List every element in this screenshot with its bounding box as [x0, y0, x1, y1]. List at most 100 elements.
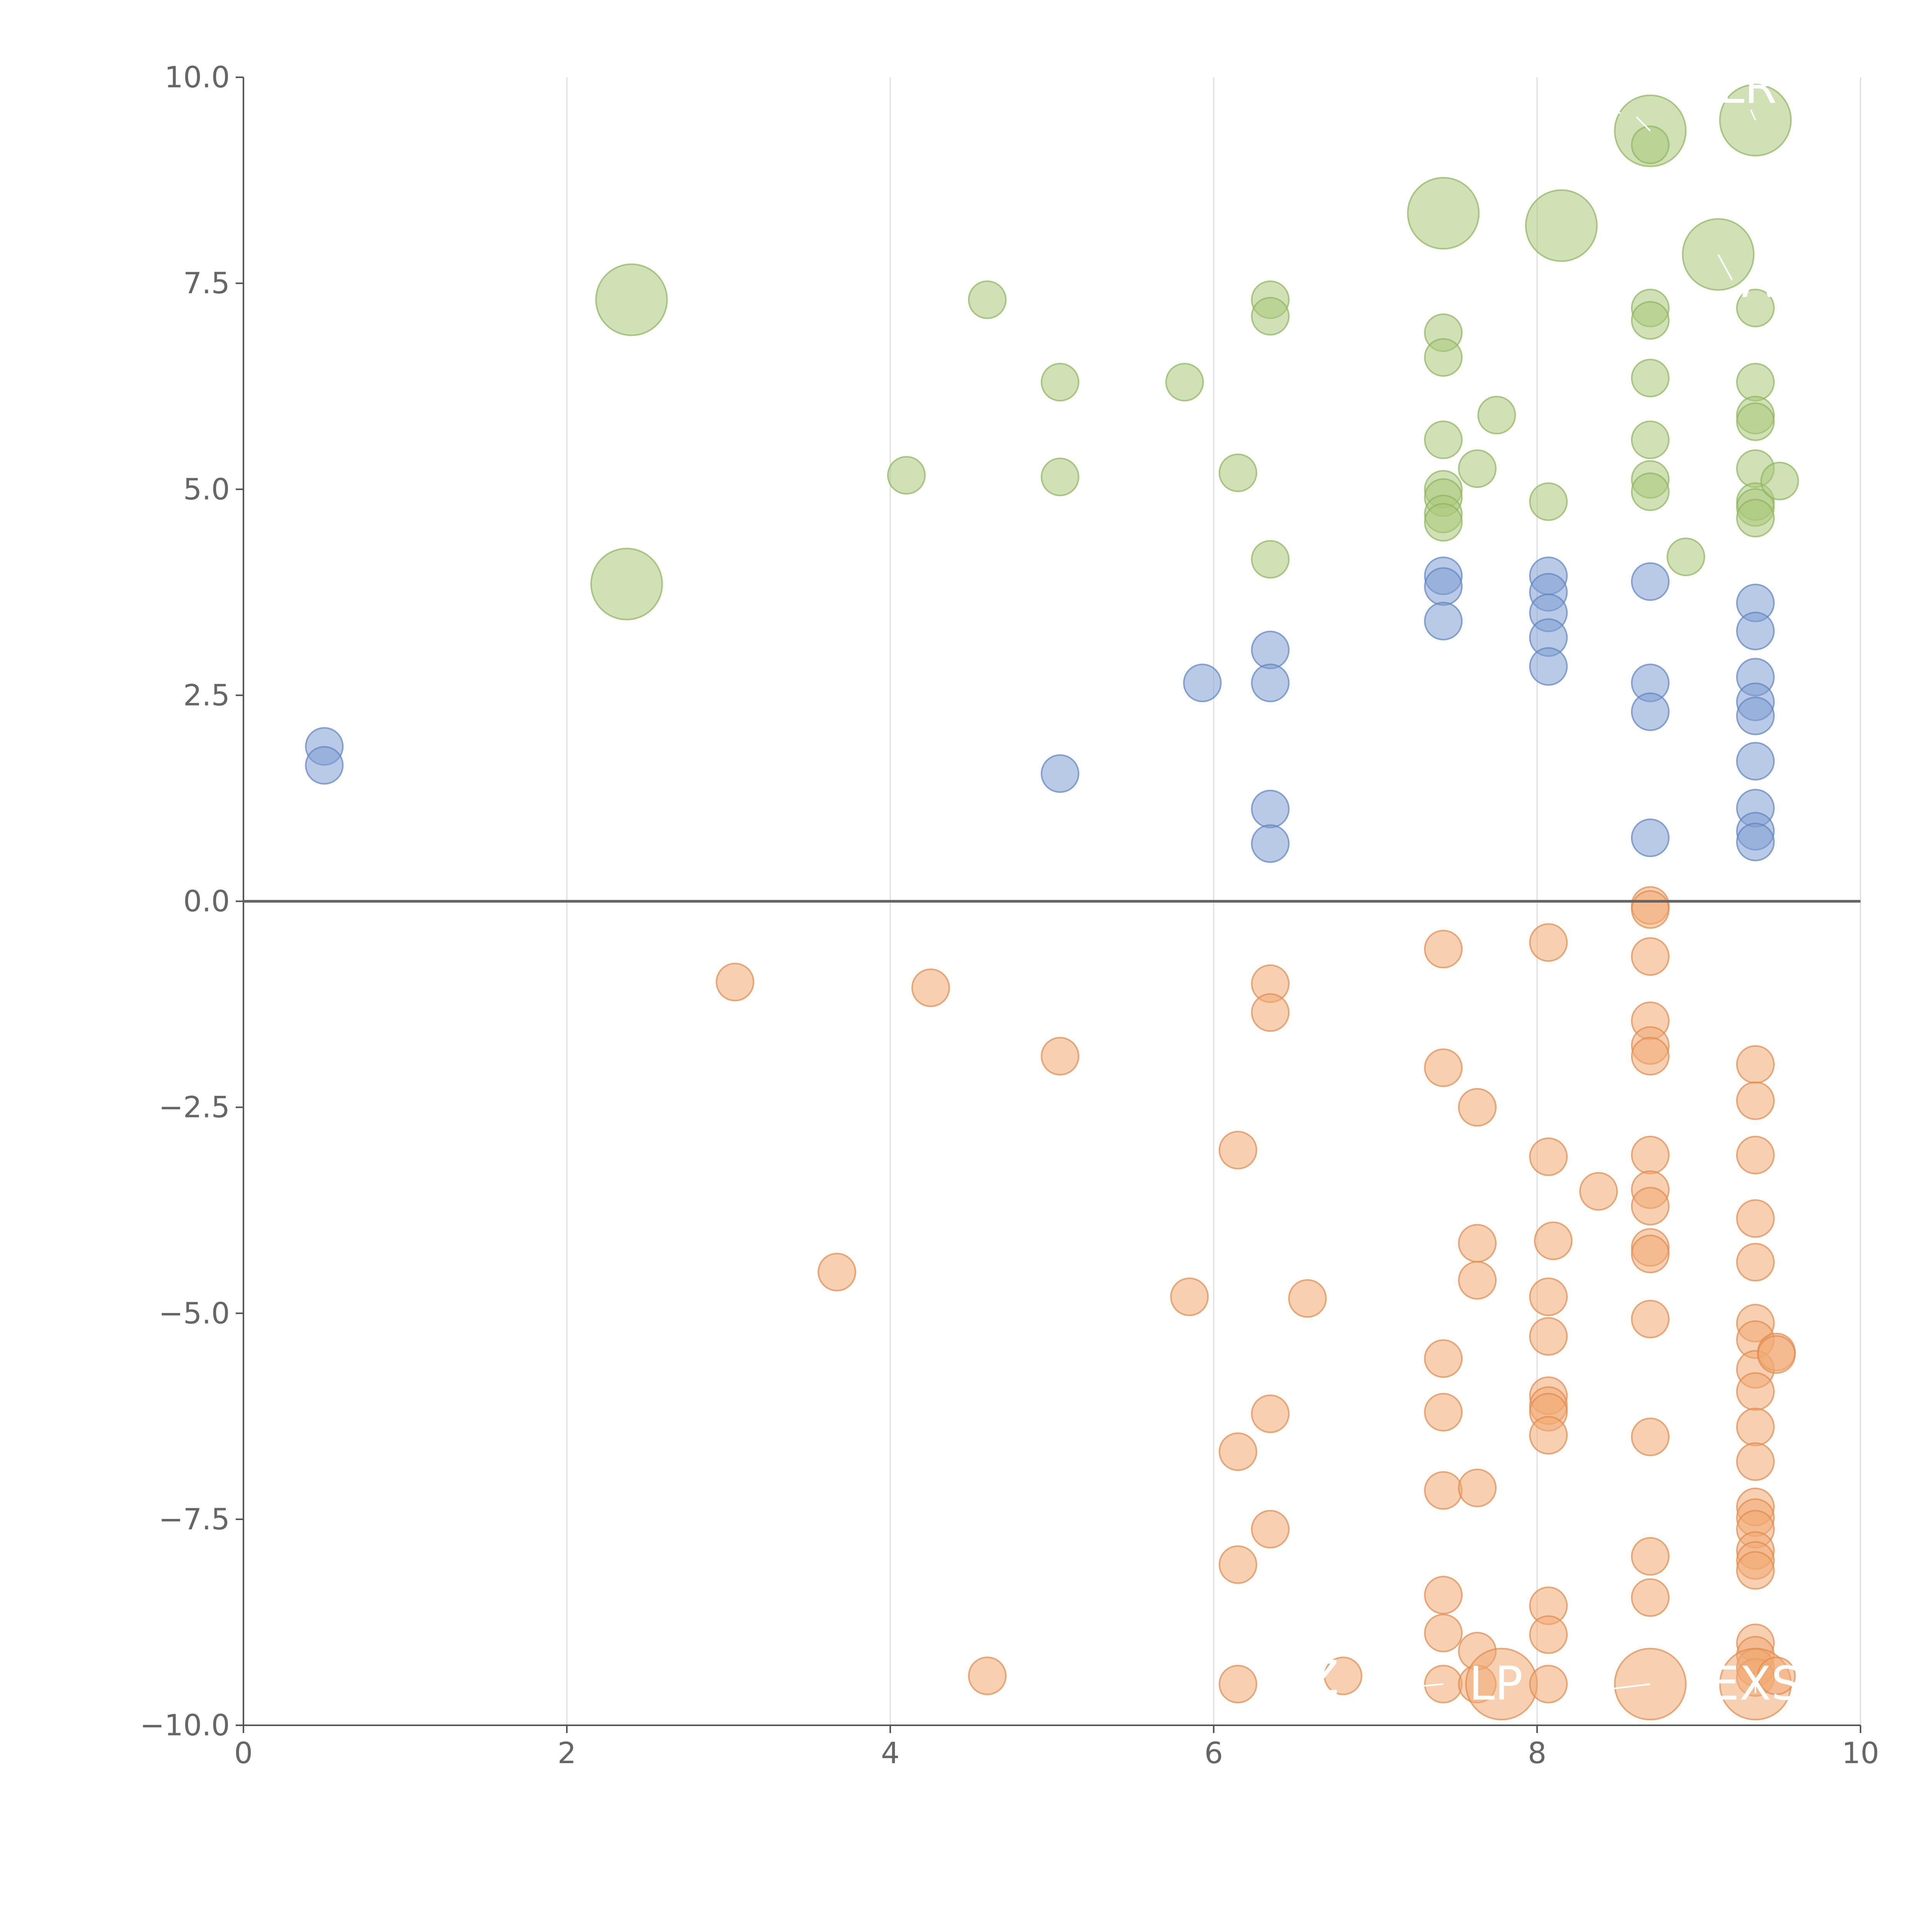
point-negative-14 [1288, 1279, 1327, 1318]
point-negative-38 [1529, 1416, 1568, 1455]
point-positive-low-5 [1251, 663, 1290, 702]
point-positive-low-10 [1424, 602, 1463, 641]
point-negative-22 [1424, 1614, 1463, 1653]
point-negative-57 [1631, 1537, 1670, 1576]
point-negative-27 [1458, 1468, 1497, 1507]
x-tick-label-10: 10 [1842, 1736, 1879, 1770]
annotation-label-siq: SIQ [1548, 65, 1627, 119]
point-negative-42 [1534, 1221, 1573, 1260]
point-positive-low-3 [1183, 663, 1222, 702]
point-negative-69 [1736, 1408, 1775, 1446]
point-positive-high-17 [1424, 503, 1463, 542]
point-negative-21 [1424, 1576, 1463, 1615]
y-tick-label-1: 7.5 [183, 266, 230, 300]
annotation-leader-0 [1636, 116, 1651, 132]
y-tick-label-6: −5.0 [158, 1296, 230, 1330]
point-positive-high-19 [1458, 449, 1497, 488]
point-positive-high-12 [1424, 338, 1463, 377]
point-positive-high-40 [1736, 498, 1775, 537]
point-negative-12 [1251, 1394, 1290, 1433]
point-positive-low-18 [1631, 692, 1670, 731]
annotation-label-lp: LP [1469, 1657, 1523, 1711]
point-negative-19 [1424, 1393, 1463, 1432]
point-positive-low-28 [1736, 823, 1775, 861]
point-negative-34 [1529, 1317, 1568, 1356]
point-negative-76 [1736, 1551, 1775, 1590]
point-positive-high-26 [1631, 359, 1670, 398]
point-positive-high-3 [1165, 363, 1204, 401]
point-negative-62 [1736, 1136, 1775, 1175]
point-negative-23 [1424, 1665, 1463, 1704]
point-positive-high-32 [1719, 83, 1792, 156]
point-negative-18 [1424, 1339, 1463, 1378]
point-negative-45 [1631, 890, 1670, 929]
point-positive-high-21 [1525, 189, 1598, 262]
point-negative-68 [1736, 1372, 1775, 1411]
point-negative-9 [1218, 1665, 1257, 1704]
annotation-label-exs: EXS [1710, 1657, 1801, 1711]
point-positive-low-15 [1529, 647, 1568, 686]
point-positive-high-8 [1251, 297, 1290, 336]
point-positive-low-4 [1251, 631, 1290, 670]
point-positive-low-6 [1251, 789, 1290, 828]
x-tick-label-6: 6 [1204, 1736, 1223, 1770]
point-negative-26 [1458, 1261, 1497, 1300]
y-tick-label-2: 5.0 [183, 472, 230, 506]
annotation-leader-4 [1573, 1683, 1651, 1694]
point-positive-high-5 [1041, 457, 1080, 497]
point-positive-high-9 [1251, 540, 1290, 579]
point-positive-low-24 [1736, 696, 1775, 735]
x-tick-label-2: 2 [558, 1736, 576, 1770]
point-negative-60 [1736, 1045, 1775, 1084]
axes: 0 2 4 6 8 10 10.0 7.5 5.0 2.5 0.0 −2.5 −5.0 −7.5 −10.0 [140, 60, 1879, 1770]
point-negative-0 [716, 963, 755, 1002]
point-positive-high-29 [1631, 472, 1670, 511]
point-positive-low-19 [1631, 818, 1670, 857]
point-negative-13 [1251, 1510, 1290, 1549]
point-positive-low-1 [305, 746, 344, 785]
point-negative-20 [1424, 1471, 1463, 1510]
annotation-leader-1 [1750, 109, 1756, 121]
point-positive-high-27 [1631, 420, 1670, 459]
point-negative-54 [1631, 1235, 1670, 1274]
point-negative-1 [911, 968, 950, 1007]
point-negative-33 [1529, 1277, 1568, 1316]
point-positive-low-7 [1251, 824, 1290, 863]
point-positive-high-25 [1631, 301, 1670, 340]
point-negative-83 [1757, 1335, 1796, 1374]
point-negative-49 [1631, 1037, 1670, 1076]
point-negative-25 [1458, 1224, 1497, 1263]
annotation-label-ao: AO [1742, 254, 1809, 308]
point-negative-58 [1631, 1578, 1670, 1617]
point-negative-43 [1579, 1172, 1618, 1211]
annotation-leader-2 [1717, 254, 1733, 281]
point-positive-high-4 [887, 456, 926, 495]
point-positive-high-10 [1407, 177, 1480, 250]
point-positive-high-41 [1760, 461, 1799, 500]
point-positive-high-34 [1736, 363, 1775, 401]
point-positive-high-18 [1477, 396, 1516, 435]
point-negative-46 [1631, 937, 1670, 976]
point-positive-high-1 [968, 280, 1007, 319]
point-negative-63 [1736, 1199, 1775, 1238]
point-negative-55 [1631, 1299, 1670, 1338]
point-positive-low-16 [1631, 562, 1670, 601]
point-negative-61 [1736, 1081, 1775, 1120]
y-tick-label-8: −10.0 [140, 1708, 230, 1742]
x-tick-label-8: 8 [1528, 1736, 1546, 1770]
point-negative-24 [1458, 1088, 1497, 1127]
point-negative-56 [1631, 1417, 1670, 1456]
point-negative-11 [1251, 993, 1290, 1032]
point-negative-6 [1218, 1131, 1257, 1170]
y-tick-label-7: −7.5 [158, 1502, 230, 1536]
point-positive-high-0 [595, 263, 668, 336]
point-positive-high-2 [1041, 363, 1080, 401]
point-positive-high-23 [1631, 125, 1670, 164]
y-tick-label-0: 10.0 [165, 60, 230, 94]
point-positive-high-20 [1529, 482, 1568, 521]
point-positive-low-2 [1041, 754, 1080, 793]
point-negative-70 [1736, 1442, 1775, 1481]
point-positive-high-13 [1424, 420, 1463, 459]
point-negative-7 [1218, 1432, 1257, 1471]
